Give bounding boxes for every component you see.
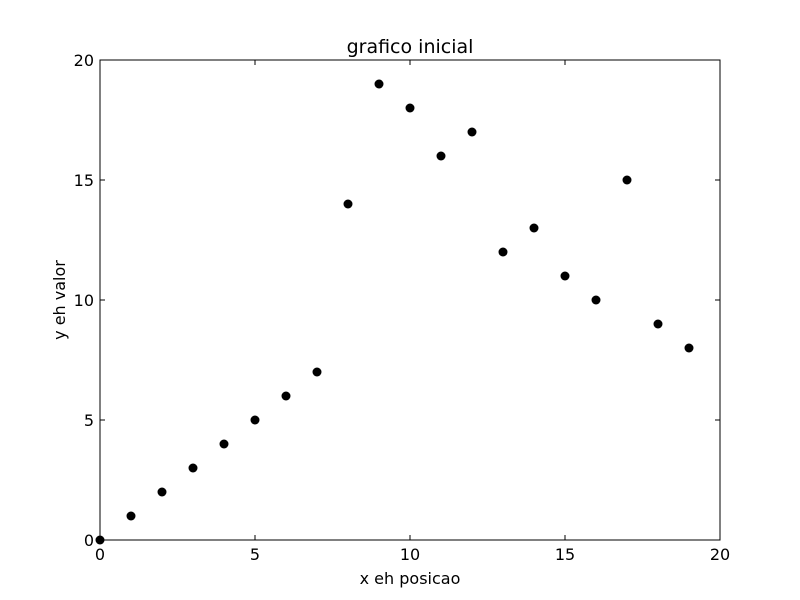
x-tick-label: 0 (95, 545, 105, 564)
data-point (250, 415, 260, 425)
y-axis-label: y eh valor (50, 260, 69, 340)
data-point (467, 127, 477, 137)
x-tick-label: 20 (710, 545, 730, 564)
data-point (219, 439, 229, 449)
data-point (188, 463, 198, 473)
data-point (405, 103, 415, 113)
plot-area-frame (99, 59, 721, 541)
x-tick-label: 5 (250, 545, 260, 564)
data-point (653, 319, 663, 329)
data-point (529, 223, 539, 233)
x-tick-label: 15 (555, 545, 575, 564)
y-tick-label: 15 (74, 171, 94, 190)
axis-ticks: 0 5 10 15 20 0 5 10 15 20 (74, 51, 731, 564)
data-point (684, 343, 694, 353)
y-tick-label: 20 (74, 51, 94, 70)
data-point (126, 511, 136, 521)
data-point (374, 79, 384, 89)
data-point (591, 295, 601, 305)
chart-title: grafico inicial (347, 36, 474, 58)
data-point (157, 487, 167, 497)
data-point (560, 271, 570, 281)
x-tick-label: 10 (400, 545, 420, 564)
data-point (498, 247, 508, 257)
data-point (312, 367, 322, 377)
data-points (95, 79, 694, 545)
data-point (622, 175, 632, 185)
y-tick-label: 5 (84, 411, 94, 430)
data-point (281, 391, 291, 401)
data-point (436, 151, 446, 161)
data-point (343, 199, 353, 209)
y-tick-label: 0 (84, 531, 94, 550)
x-axis-label: x eh posicao (360, 569, 461, 588)
y-tick-label: 10 (74, 291, 94, 310)
